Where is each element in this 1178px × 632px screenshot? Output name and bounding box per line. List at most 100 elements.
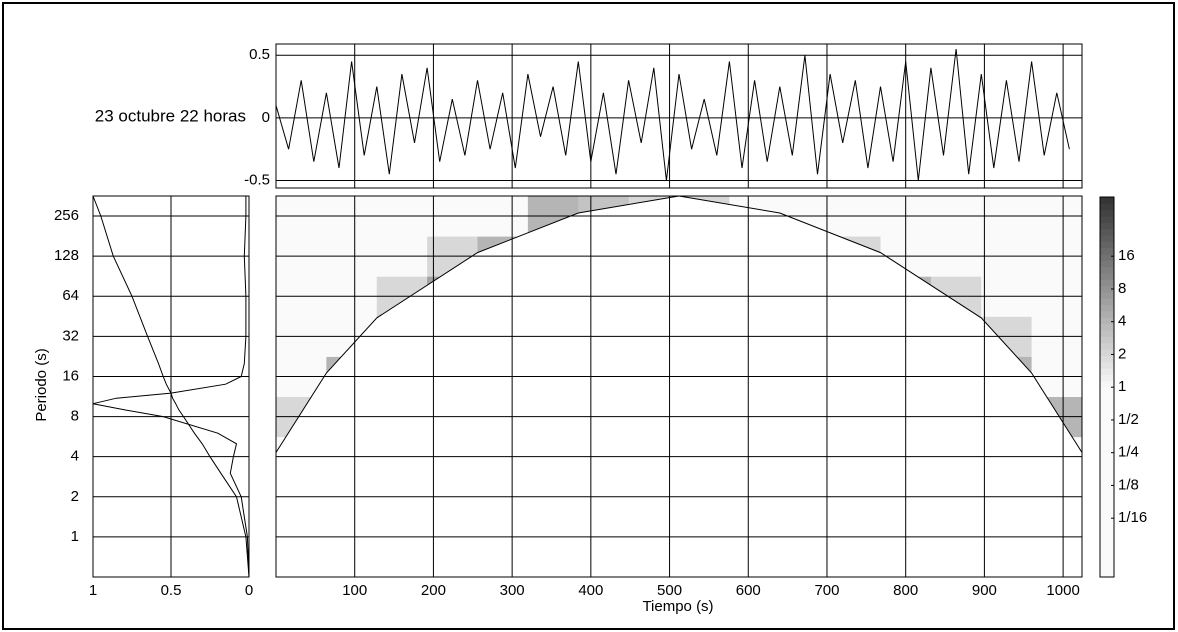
x-tick-label: 800 [893,582,918,599]
colorbar-step [1100,387,1114,394]
plot-box [275,43,1083,189]
colorbar-step [1100,558,1114,565]
colorbar-step [1100,197,1114,204]
x-tick-label: 1000 [1046,582,1079,599]
x-tick-label: 1 [89,582,97,599]
colorbar-tick-label: 16 [1118,247,1135,264]
colorbar-step [1100,209,1114,217]
colorbar-tick-label: 1 [1118,378,1126,395]
x-tick-label: 100 [342,582,367,599]
y-tick-label: 1 [71,528,79,545]
x-tick-label: 300 [500,582,525,599]
colorbar-tick-label: 1/2 [1118,411,1139,428]
x-tick-label: 500 [657,582,682,599]
colorbar-step [1100,501,1114,508]
colorbar-step [1100,418,1114,426]
colorbar-step [1100,216,1114,223]
x-tick-label: 600 [736,582,761,599]
colorbar-step [1100,266,1114,274]
x-tick-label: 700 [814,582,839,599]
colorbar-step [1100,247,1114,255]
colorbar-step [1100,494,1114,502]
colorbar-step [1100,526,1114,534]
plot-box [275,195,1083,578]
y-axis-label: Periodo (s) [33,348,50,421]
colorbar-step [1100,545,1114,553]
colorbar-tick-label: 2 [1118,345,1126,362]
colorbar-step [1100,570,1114,578]
colorbar-tick-label: 4 [1118,313,1126,330]
colorbar-step [1100,551,1114,559]
plot-box [92,195,250,578]
colorbar-tick-label: 1/16 [1118,509,1147,526]
colorbar-step [1100,254,1114,261]
colorbar-step [1100,292,1114,299]
y-tick-label: 2 [71,488,79,505]
colorbar-tick-label: 8 [1118,280,1126,297]
colorbar-step [1100,564,1114,572]
colorbar-step [1100,488,1114,496]
colorbar-step [1100,539,1114,546]
colorbar-step [1100,260,1114,268]
y-tick-label: 0.5 [249,46,270,63]
colorbar-step [1100,361,1114,369]
x-tick-label: 400 [578,582,603,599]
colorbar-step [1100,393,1114,401]
colorbar-step [1100,450,1114,458]
colorbar-step [1100,241,1114,249]
colorbar-step [1100,469,1114,477]
colorbar-step [1100,431,1114,439]
colorbar-step [1100,425,1114,432]
colorbar-step [1100,475,1114,483]
colorbar-step [1100,368,1114,375]
colorbar-step [1100,380,1114,388]
colorbar-step [1100,444,1114,451]
colorbar-step [1100,311,1114,318]
colorbar-step [1100,285,1114,293]
colorbar-step [1100,323,1114,331]
y-tick-label: 8 [71,408,79,425]
colorbar-tick-label: 1/8 [1118,476,1139,493]
x-tick-label: 0.5 [161,582,182,599]
y-tick-label: 4 [71,448,79,465]
colorbar-step [1100,330,1114,337]
colorbar-step [1100,317,1114,325]
spectrum-line [92,195,250,578]
colorbar-step [1100,374,1114,382]
colorbar-step [1100,355,1114,363]
y-tick-label: 16 [62,367,79,384]
colorbar-step [1100,222,1114,230]
colorbar-step [1100,412,1114,420]
colorbar-step [1100,520,1114,527]
colorbar-step [1100,273,1114,280]
colorbar-step [1100,228,1114,236]
x-tick-label: 900 [972,582,997,599]
colorbar-step [1100,235,1114,242]
x-tick-label: 0 [245,582,253,599]
colorbar-step [1100,279,1114,287]
colorbar-step [1100,482,1114,489]
colorbar-step [1100,304,1114,312]
y-tick-label: 0 [262,109,270,126]
x-tick-label: 200 [421,582,446,599]
colorbar-step [1100,456,1114,464]
colorbar-step [1100,532,1114,540]
y-tick-label: -0.5 [244,171,270,188]
colorbar-step [1100,298,1114,306]
colorbar-step [1100,399,1114,407]
annotation: 23 octubre 22 horas [95,106,246,125]
colorbar-step [1100,342,1114,350]
colorbar-tick-label: 1/4 [1118,444,1139,461]
x-axis-label: Tiempo (s) [642,598,713,615]
y-tick-label: 64 [62,287,79,304]
spectrum-line [92,196,250,578]
colorbar-step [1100,507,1114,515]
colorbar-step [1100,406,1114,413]
colorbar-step [1100,463,1114,470]
colorbar-step [1100,437,1114,445]
y-tick-label: 32 [62,327,79,344]
signal-line [275,48,1070,181]
